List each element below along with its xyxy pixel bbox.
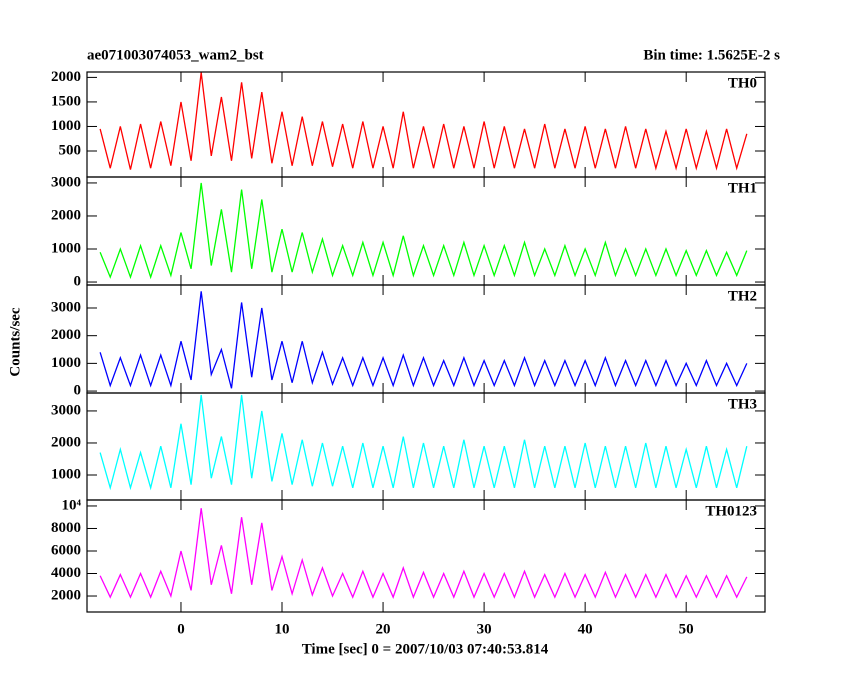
y-tick-label: 10⁴ (62, 497, 82, 513)
light-curve (99, 394, 748, 491)
y-tick-label: 2000 (51, 207, 81, 223)
y-tick-label: 2000 (51, 587, 81, 603)
y-tick-label: 1000 (51, 118, 81, 134)
y-tick-label: 3000 (51, 299, 81, 315)
panel-label: TH2 (728, 288, 757, 304)
y-tick-label: 2000 (51, 434, 81, 450)
light-curve (99, 291, 748, 389)
y-tick-label: 1000 (51, 240, 81, 256)
y-tick-label: 500 (59, 142, 82, 158)
chart-subtitle: Bin time: 1.5625E-2 s (643, 47, 780, 63)
y-tick-label: 3000 (51, 402, 81, 418)
panel-label: TH3 (728, 396, 757, 412)
x-tick-label: 20 (376, 621, 391, 637)
y-tick-label: 1000 (51, 466, 81, 482)
panel-frame (86, 499, 766, 613)
light-curve (99, 182, 748, 280)
y-tick-label: 2000 (51, 69, 81, 85)
x-tick-label: 0 (177, 621, 185, 637)
x-tick-label: 10 (275, 621, 290, 637)
panel-label: TH0 (728, 75, 757, 91)
light-curve (99, 508, 748, 599)
y-tick-label: 6000 (51, 542, 81, 558)
panel-label: TH0123 (705, 503, 757, 519)
y-tick-label: 1500 (51, 93, 81, 109)
x-axis-label: Time [sec] 0 = 2007/10/03 07:40:53.814 (302, 641, 549, 657)
y-tick-label: 8000 (51, 520, 81, 536)
y-tick-label: 0 (74, 382, 82, 398)
x-tick-label: 30 (477, 621, 492, 637)
panel-label: TH1 (728, 180, 757, 196)
y-tick-label: 4000 (51, 565, 81, 581)
y-tick-label: 3000 (51, 174, 81, 190)
y-tick-label: 1000 (51, 355, 81, 371)
light-curve (99, 72, 748, 171)
x-tick-label: 40 (578, 621, 593, 637)
x-tick-label: 50 (679, 621, 694, 637)
chart-title: ae071003074053_wam2_bst (87, 47, 264, 63)
y-tick-label: 0 (74, 273, 82, 289)
y-tick-label: 2000 (51, 327, 81, 343)
y-axis-label: Counts/sec (7, 307, 23, 377)
